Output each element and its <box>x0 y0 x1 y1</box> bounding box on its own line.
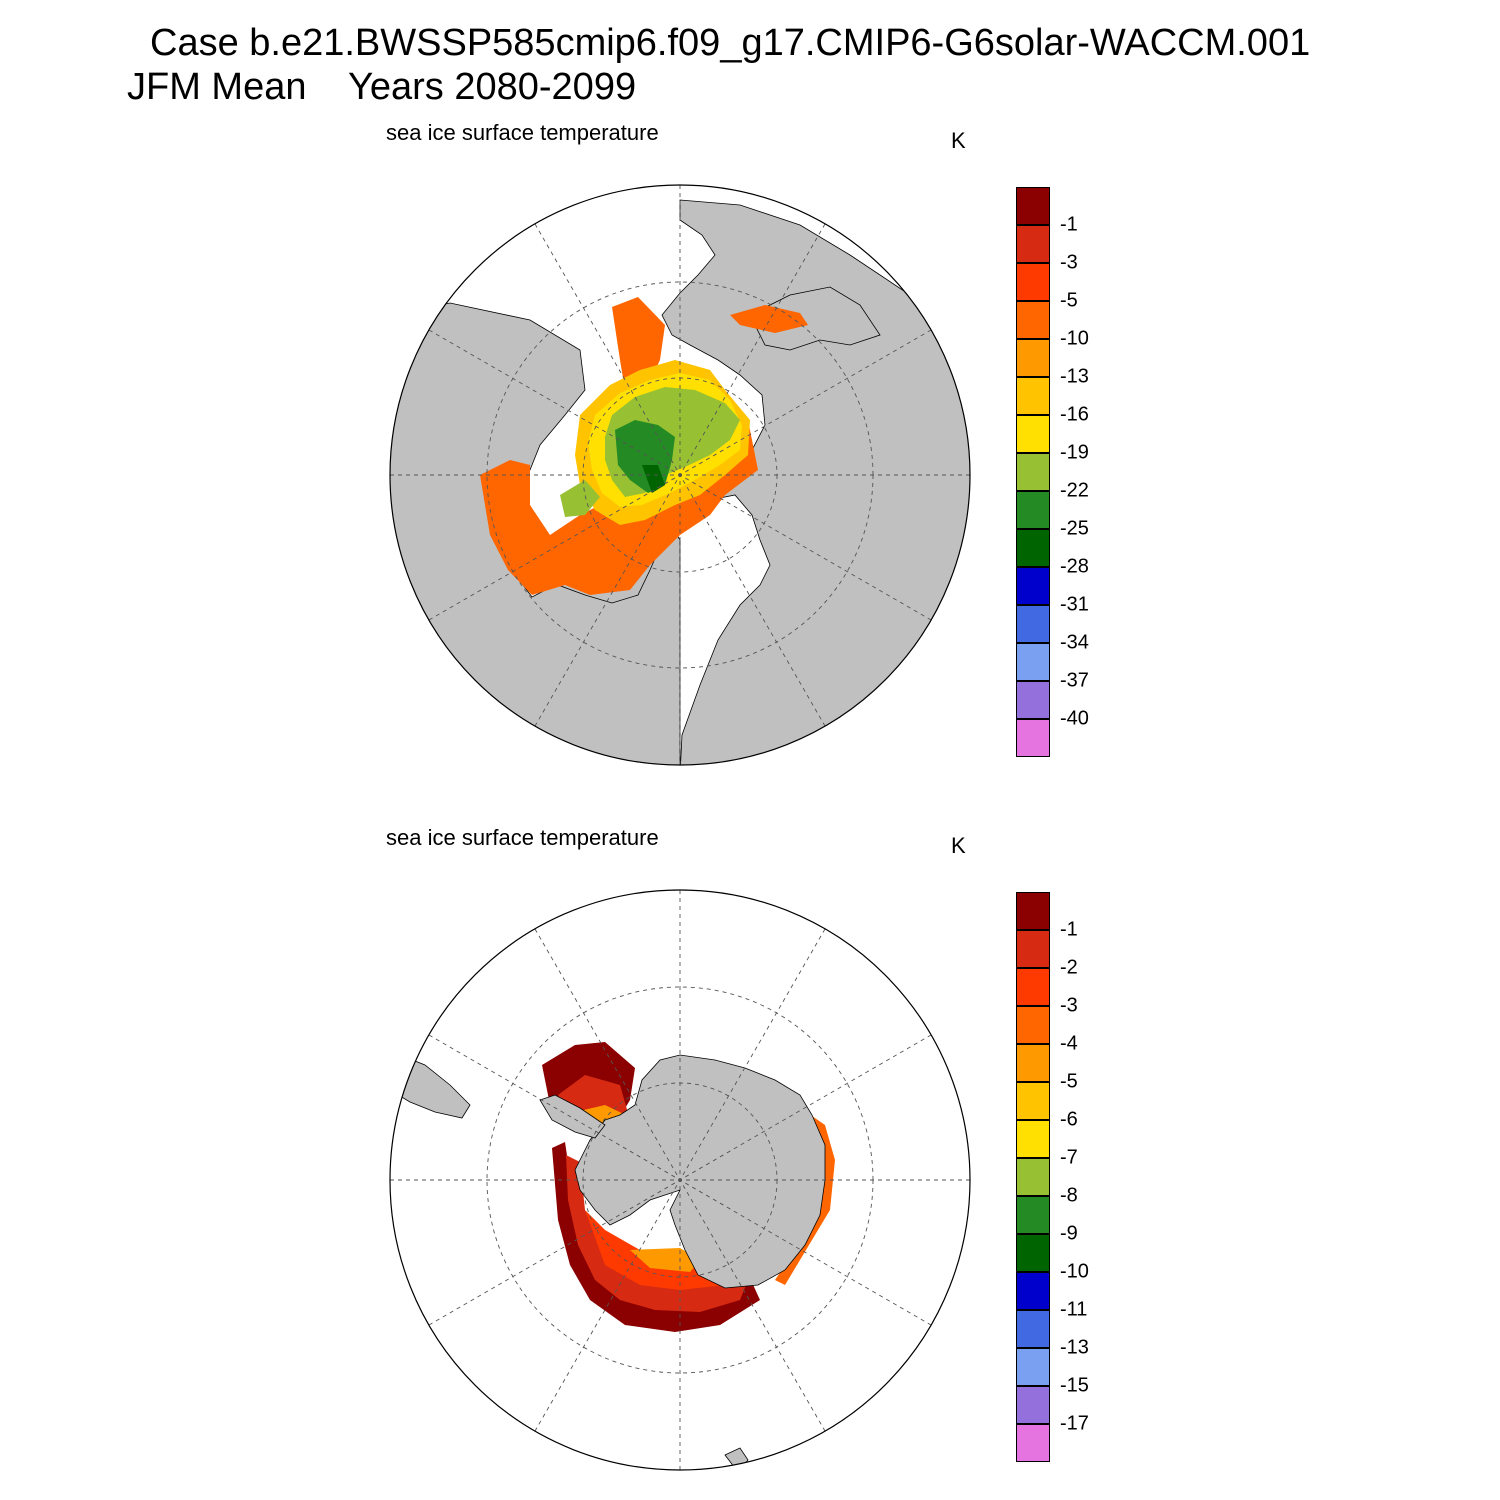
colorbar-swatch <box>1016 892 1050 930</box>
colorbar-swatch <box>1016 453 1050 491</box>
arctic-ice-darkest <box>642 465 665 493</box>
sh-map-border <box>389 889 971 1471</box>
colorbar-tick-label: -19 <box>1060 441 1089 464</box>
colorbar-tick-label: -10 <box>1060 327 1089 350</box>
arctic-ice-light-green-2 <box>560 480 600 517</box>
colorbar-tick-label: -8 <box>1060 1184 1078 1207</box>
colorbar-tick-label: -4 <box>1060 1032 1078 1055</box>
colorbar-tick-label: -13 <box>1060 1336 1089 1359</box>
colorbar-swatch <box>1016 1082 1050 1120</box>
colorbar-swatch <box>1016 681 1050 719</box>
figure-title-case: Case b.e21.BWSSP585cmip6.f09_g17.CMIP6-G… <box>150 22 1311 64</box>
colorbar-swatch <box>1016 415 1050 453</box>
colorbar-tick-label: -3 <box>1060 251 1078 274</box>
colorbar-swatch <box>1016 1120 1050 1158</box>
colorbar-swatch <box>1016 263 1050 301</box>
colorbar-swatch <box>1016 1196 1050 1234</box>
colorbar-swatch <box>1016 930 1050 968</box>
colorbar-tick-label: -34 <box>1060 631 1089 654</box>
colorbar-tick-label: -5 <box>1060 289 1078 312</box>
colorbar-swatch <box>1016 1310 1050 1348</box>
antarctic-polar-map <box>389 889 971 1471</box>
arctic-ice-kara <box>730 305 808 333</box>
nh-units-label: K <box>951 128 966 153</box>
arctic-polar-map <box>389 184 971 766</box>
colorbar-swatch <box>1016 377 1050 415</box>
colorbar-swatch <box>1016 529 1050 567</box>
nh-graticule <box>390 185 970 765</box>
nh-map-border <box>389 184 971 766</box>
colorbar-tick-label: -31 <box>1060 593 1089 616</box>
asia-north-land <box>749 286 881 351</box>
sh-graticule <box>390 890 970 1470</box>
colorbar-tick-label: -13 <box>1060 365 1089 388</box>
nh-subtitle: sea ice surface temperature <box>386 120 659 145</box>
colorbar-swatch <box>1016 1158 1050 1196</box>
colorbar-tick-label: -25 <box>1060 517 1089 540</box>
colorbar-swatch <box>1016 1348 1050 1386</box>
ross-amundsen-ice-mid <box>566 1155 750 1312</box>
colorbar-swatch <box>1016 339 1050 377</box>
colorbar-tick-label: -5 <box>1060 1070 1078 1093</box>
colorbar-tick-label: -40 <box>1060 707 1089 730</box>
colorbar-tick-label: -6 <box>1060 1108 1078 1131</box>
colorbar-tick-label: -37 <box>1060 669 1089 692</box>
colorbar-tick-label: -1 <box>1060 918 1078 941</box>
colorbar-tick-label: -22 <box>1060 479 1089 502</box>
colorbar-tick-label: -16 <box>1060 403 1089 426</box>
colorbar-swatch <box>1016 1234 1050 1272</box>
ross-ice-edge <box>630 1248 700 1272</box>
sh-subtitle: sea ice surface temperature <box>386 825 659 850</box>
colorbar-tick-label: -15 <box>1060 1374 1089 1397</box>
colorbar-swatch <box>1016 567 1050 605</box>
colorbar-swatch <box>1016 643 1050 681</box>
colorbar-tick-label: -7 <box>1060 1146 1078 1169</box>
colorbar-swatch <box>1016 1044 1050 1082</box>
colorbar-swatch <box>1016 1386 1050 1424</box>
colorbar-swatch <box>1016 491 1050 529</box>
colorbar-tick-label: -11 <box>1060 1298 1088 1321</box>
colorbar-swatch <box>1016 1424 1050 1462</box>
colorbar-swatch <box>1016 1006 1050 1044</box>
colorbar-tick-label: -28 <box>1060 555 1089 578</box>
colorbar-tick-label: -3 <box>1060 994 1078 1017</box>
colorbar-swatch <box>1016 1272 1050 1310</box>
colorbar-swatch <box>1016 605 1050 643</box>
colorbar-tick-label: -9 <box>1060 1222 1078 1245</box>
colorbar-swatch <box>1016 187 1050 225</box>
colorbar-tick-label: -2 <box>1060 956 1078 979</box>
east-antarctic-ice-edge <box>775 1116 835 1285</box>
colorbar-swatch <box>1016 225 1050 263</box>
colorbar-swatch <box>1016 968 1050 1006</box>
sh-units-label: K <box>951 833 966 858</box>
colorbar-tick-label: -17 <box>1060 1412 1089 1435</box>
colorbar-tick-label: -10 <box>1060 1260 1089 1283</box>
colorbar-tick-label: -1 <box>1060 213 1078 236</box>
figure-title-period: JFM Mean Years 2080-2099 <box>127 66 637 108</box>
colorbar-swatch <box>1016 301 1050 339</box>
colorbar-swatch <box>1016 719 1050 757</box>
antarctica-land <box>574 1054 826 1289</box>
